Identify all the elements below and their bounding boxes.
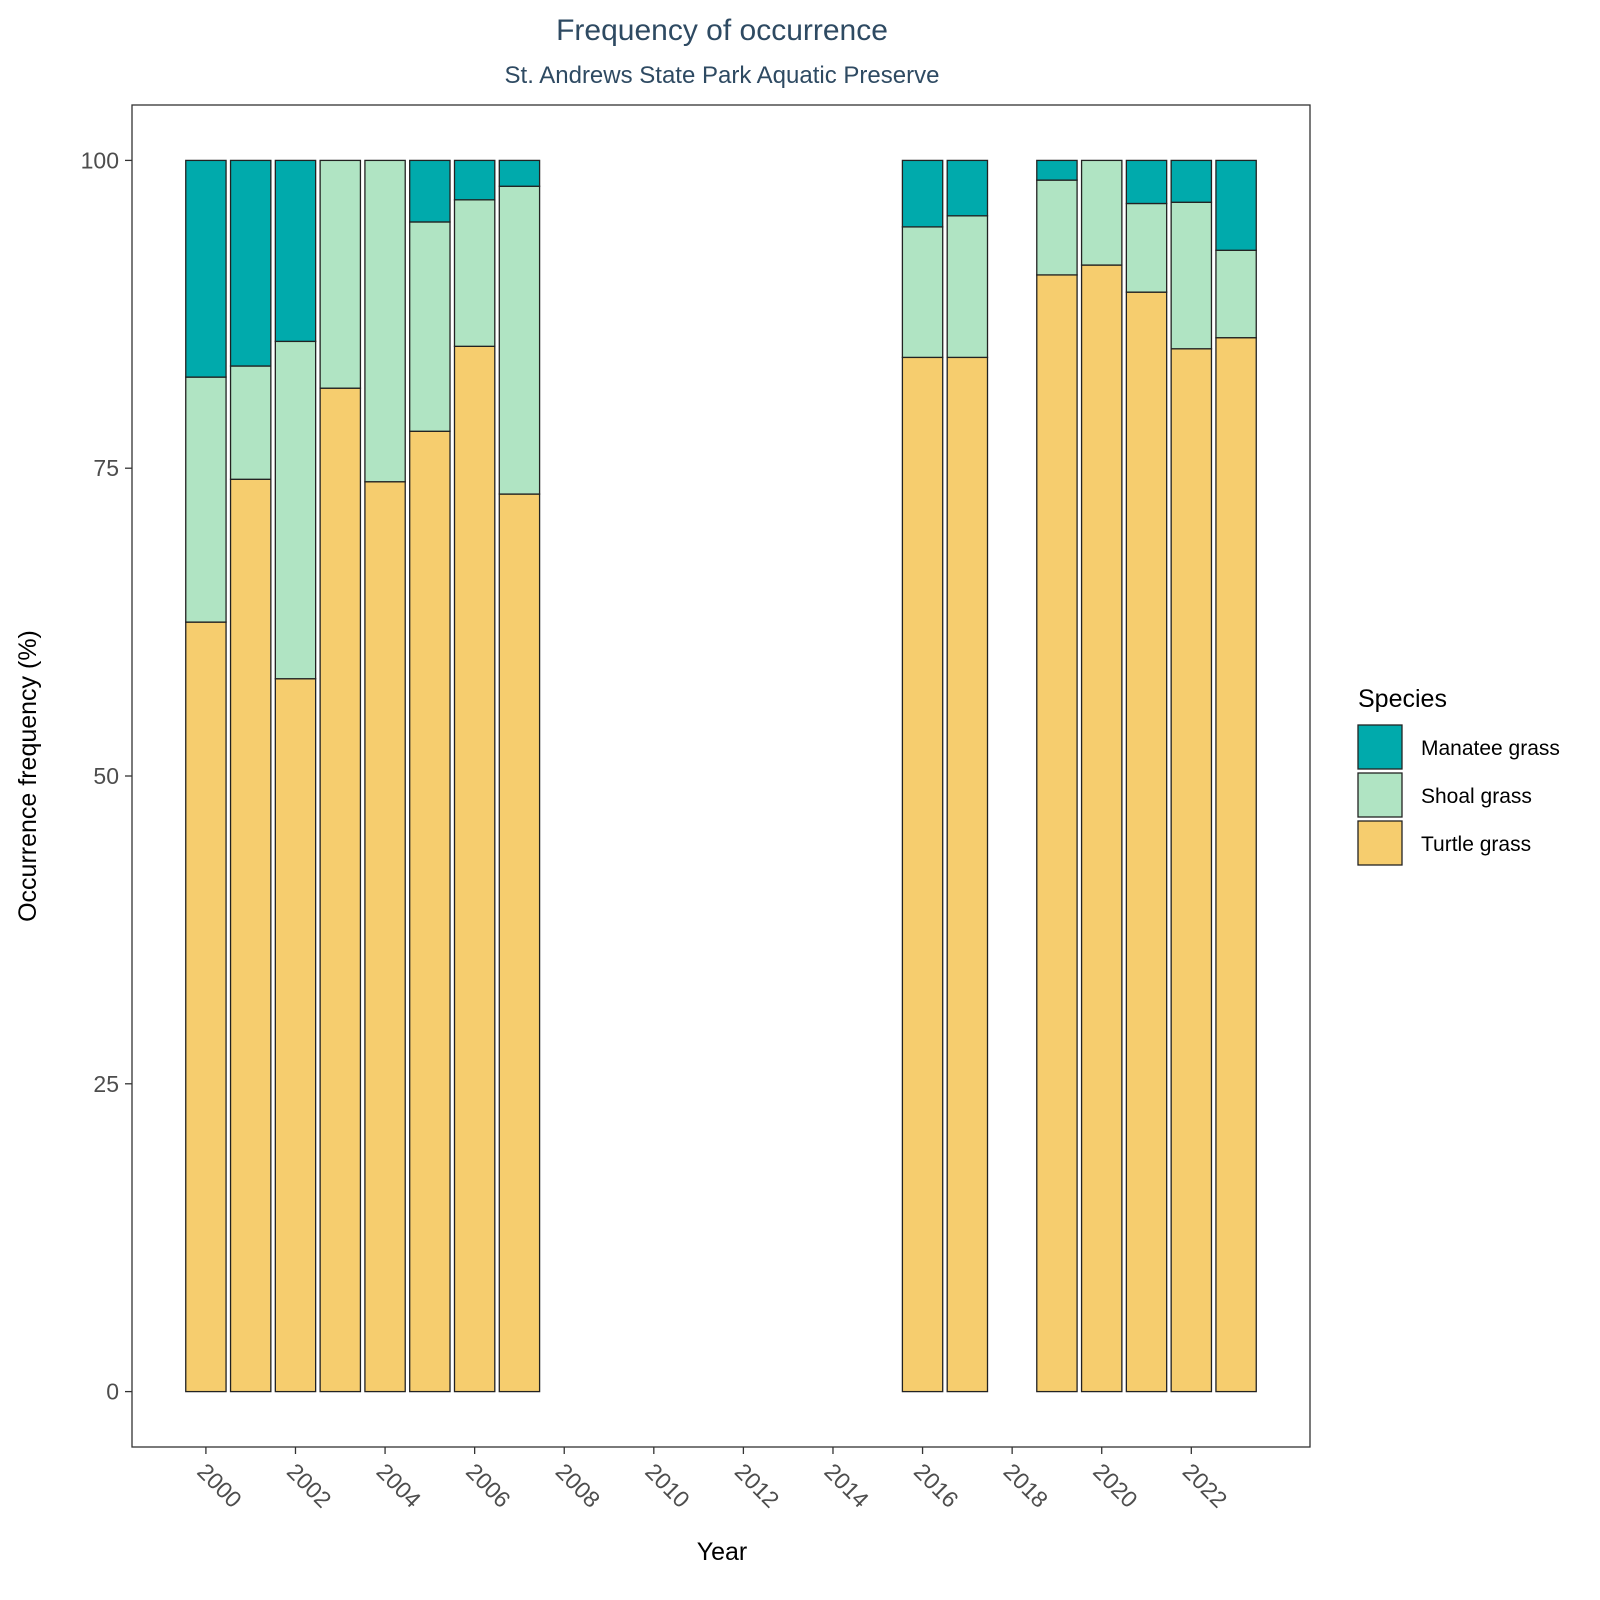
bar-turtle-grass-2022 bbox=[1171, 349, 1211, 1392]
legend-swatch-turtle-grass bbox=[1358, 821, 1402, 865]
bar-turtle-grass-2021 bbox=[1126, 292, 1166, 1391]
x-tick-label-2010: 2010 bbox=[640, 1458, 695, 1513]
bar-turtle-grass-2005 bbox=[410, 431, 450, 1391]
y-tick-label-100: 100 bbox=[81, 147, 119, 173]
x-tick-label-2022: 2022 bbox=[1178, 1458, 1233, 1513]
y-tick-label-25: 25 bbox=[93, 1071, 119, 1097]
chart-subtitle: St. Andrews State Park Aquatic Preserve bbox=[505, 62, 940, 89]
bar-shoal-grass-2001 bbox=[231, 366, 271, 479]
bar-shoal-grass-2021 bbox=[1126, 203, 1166, 292]
bar-manatee-grass-2007 bbox=[499, 160, 539, 186]
bar-shoal-grass-2020 bbox=[1082, 160, 1122, 265]
x-axis: 2000 2002 2004 2006 2008 2010 2012 2014 2016 2018… bbox=[192, 1447, 1232, 1513]
bar-turtle-grass-2017 bbox=[947, 357, 987, 1391]
bar-turtle-grass-2001 bbox=[231, 479, 271, 1391]
bar-manatee-grass-2017 bbox=[947, 160, 987, 215]
bar-turtle-grass-2016 bbox=[902, 357, 942, 1391]
legend-title: Species bbox=[1358, 685, 1447, 713]
legend-items: Manatee grass Shoal grass Turtle grass bbox=[1358, 725, 1560, 865]
legend: Species Manatee grass Shoal grass Turtle g… bbox=[1358, 685, 1560, 865]
bar-shoal-grass-2003 bbox=[320, 160, 360, 388]
bar-shoal-grass-2017 bbox=[947, 216, 987, 358]
x-tick-label-2012: 2012 bbox=[730, 1458, 785, 1513]
bar-turtle-grass-2002 bbox=[275, 679, 315, 1392]
legend-swatch-shoal-grass bbox=[1358, 773, 1402, 817]
legend-label-turtle-grass: Turtle grass bbox=[1421, 833, 1531, 856]
y-axis: 0 25 50 75 100 bbox=[81, 147, 132, 1404]
x-tick-label-2002: 2002 bbox=[282, 1458, 337, 1513]
bar-turtle-grass-2000 bbox=[186, 622, 226, 1391]
x-tick-label-2016: 2016 bbox=[909, 1458, 964, 1513]
x-tick-label-2008: 2008 bbox=[551, 1458, 606, 1513]
bar-manatee-grass-2021 bbox=[1126, 160, 1166, 203]
bar-manatee-grass-2016 bbox=[902, 160, 942, 226]
bar-shoal-grass-2004 bbox=[365, 160, 405, 481]
bar-turtle-grass-2020 bbox=[1082, 265, 1122, 1392]
y-axis-title: Occurrence frequency (%) bbox=[14, 630, 42, 922]
bar-manatee-grass-2000 bbox=[186, 160, 226, 377]
y-tick-label-75: 75 bbox=[93, 455, 119, 481]
bar-shoal-grass-2007 bbox=[499, 186, 539, 494]
legend-label-manatee-grass: Manatee grass bbox=[1421, 737, 1560, 760]
bar-turtle-grass-2007 bbox=[499, 494, 539, 1392]
y-tick-label-50: 50 bbox=[93, 763, 119, 789]
bar-manatee-grass-2002 bbox=[275, 160, 315, 341]
bar-manatee-grass-2019 bbox=[1037, 160, 1077, 180]
bar-turtle-grass-2006 bbox=[454, 346, 494, 1391]
bar-shoal-grass-2016 bbox=[902, 227, 942, 358]
x-tick-label-2018: 2018 bbox=[999, 1458, 1054, 1513]
x-tick-label-2006: 2006 bbox=[461, 1458, 516, 1513]
y-tick-label-0: 0 bbox=[106, 1379, 119, 1405]
x-tick-label-2004: 2004 bbox=[372, 1458, 427, 1513]
bar-shoal-grass-2022 bbox=[1171, 202, 1211, 349]
bar-shoal-grass-2000 bbox=[186, 377, 226, 622]
bar-shoal-grass-2002 bbox=[275, 341, 315, 678]
bar-turtle-grass-2003 bbox=[320, 388, 360, 1391]
bar-shoal-grass-2023 bbox=[1216, 250, 1256, 337]
x-axis-title: Year bbox=[697, 1538, 748, 1566]
bar-turtle-grass-2004 bbox=[365, 482, 405, 1392]
bar-manatee-grass-2001 bbox=[231, 160, 271, 366]
x-tick-label-2014: 2014 bbox=[819, 1458, 874, 1513]
legend-label-shoal-grass: Shoal grass bbox=[1421, 785, 1532, 808]
x-tick-label-2000: 2000 bbox=[192, 1458, 247, 1513]
bar-turtle-grass-2019 bbox=[1037, 275, 1077, 1392]
bar-shoal-grass-2006 bbox=[454, 200, 494, 347]
bar-manatee-grass-2005 bbox=[410, 160, 450, 222]
chart-title: Frequency of occurrence bbox=[556, 14, 888, 47]
bar-manatee-grass-2022 bbox=[1171, 160, 1211, 202]
legend-swatch-manatee-grass bbox=[1358, 725, 1402, 769]
bar-shoal-grass-2005 bbox=[410, 222, 450, 431]
x-tick-label-2020: 2020 bbox=[1088, 1458, 1143, 1513]
bar-manatee-grass-2023 bbox=[1216, 160, 1256, 250]
bar-turtle-grass-2023 bbox=[1216, 338, 1256, 1392]
bar-manatee-grass-2006 bbox=[454, 160, 494, 199]
bar-shoal-grass-2019 bbox=[1037, 180, 1077, 275]
